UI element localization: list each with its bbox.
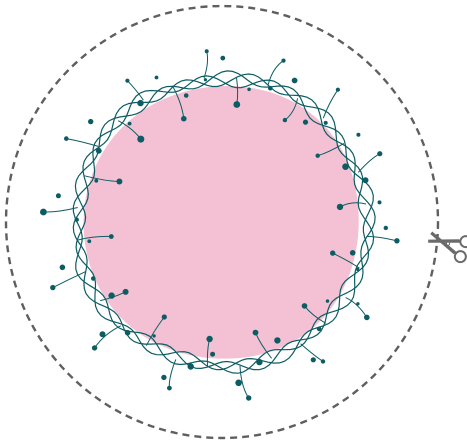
berry-dot (116, 179, 122, 185)
berry-dot (283, 118, 287, 122)
berry-dot (377, 151, 382, 156)
berry-dot (60, 265, 66, 271)
vine-sprig (53, 272, 86, 288)
scissors-pivot (446, 242, 450, 246)
berry-dot (40, 209, 47, 216)
berry-dot (256, 359, 262, 365)
berry-dot (109, 234, 114, 239)
berry-dot (268, 86, 273, 91)
berry-dot (303, 120, 308, 125)
scissors-icon[interactable] (425, 224, 467, 264)
berry-dot (75, 218, 79, 222)
berry-dot (87, 239, 91, 243)
berry-dot (56, 193, 61, 198)
berry-dot (326, 299, 329, 302)
berry-dot (233, 101, 240, 108)
berry-dot (205, 49, 209, 53)
berry-dot (356, 268, 359, 271)
berry-dot (324, 121, 328, 125)
berry-dot (316, 154, 320, 158)
vine-sprig (95, 326, 121, 348)
berry-dot (394, 238, 399, 243)
berry-dot (123, 289, 129, 295)
berry-dot (330, 250, 335, 255)
berry-dot (311, 357, 316, 362)
berry-dot (181, 116, 187, 122)
berry-dot (302, 303, 308, 309)
berry-dot (188, 363, 194, 369)
berry-dot (204, 78, 207, 81)
berry-dot (137, 100, 143, 106)
berry-dot (281, 59, 285, 63)
vine-sprig (346, 298, 367, 318)
berry-dot (125, 330, 131, 336)
berry-dot (220, 56, 225, 61)
berry-dot (162, 314, 167, 319)
vine-sprig (366, 236, 397, 240)
berry-dot (321, 359, 325, 363)
berry-dot (206, 336, 212, 342)
berry-dot (378, 200, 382, 204)
berry-dot (94, 179, 98, 183)
berry-dot (161, 375, 166, 380)
berry-dot (100, 331, 106, 337)
scissors-blade-right (427, 231, 461, 255)
berry-dot (137, 136, 144, 143)
berry-dot (253, 330, 259, 336)
berry-dot (125, 79, 129, 83)
berry-dot (246, 395, 251, 400)
vine-sprig (66, 139, 98, 147)
berry-dot (384, 226, 388, 230)
berry-dot (91, 276, 96, 281)
scissors-handle-left (459, 235, 467, 249)
berry-dot (363, 177, 369, 183)
berry-dot (167, 386, 172, 391)
vine-sprig (358, 154, 380, 173)
berry-dot (317, 327, 322, 332)
berry-dot (128, 122, 132, 126)
vine-sprig (323, 90, 338, 119)
berry-dot (155, 76, 159, 80)
berry-dot (364, 315, 370, 321)
berry-dot (184, 93, 189, 98)
berry-dot (342, 163, 349, 170)
berry-dot (292, 78, 298, 84)
berry-dot (356, 302, 359, 305)
berry-dot (356, 133, 360, 137)
berry-dot (247, 88, 251, 92)
berry-dot (152, 334, 155, 337)
berry-dot (96, 148, 102, 154)
vine-sprig (43, 208, 77, 213)
berry-dot (210, 352, 215, 357)
berry-dot (350, 250, 356, 256)
berry-dot (92, 345, 97, 350)
berry-dot (108, 292, 114, 298)
berry-dot (64, 136, 69, 141)
berry-dot (88, 119, 93, 124)
vine-sprig (204, 51, 208, 78)
berry-dot (235, 380, 242, 387)
berry-dot (337, 204, 343, 210)
berry-dot (274, 337, 280, 343)
berry-dot (50, 285, 55, 290)
berry-dot (336, 88, 340, 92)
